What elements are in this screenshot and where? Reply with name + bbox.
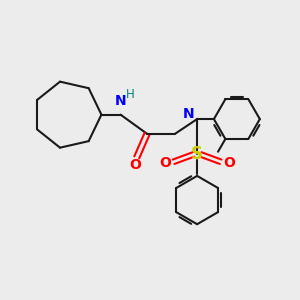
Text: O: O	[159, 156, 171, 170]
Text: S: S	[191, 146, 203, 164]
Text: N: N	[183, 107, 195, 121]
Text: O: O	[223, 156, 235, 170]
Text: N: N	[115, 94, 126, 108]
Text: O: O	[129, 158, 141, 172]
Text: H: H	[126, 88, 134, 101]
